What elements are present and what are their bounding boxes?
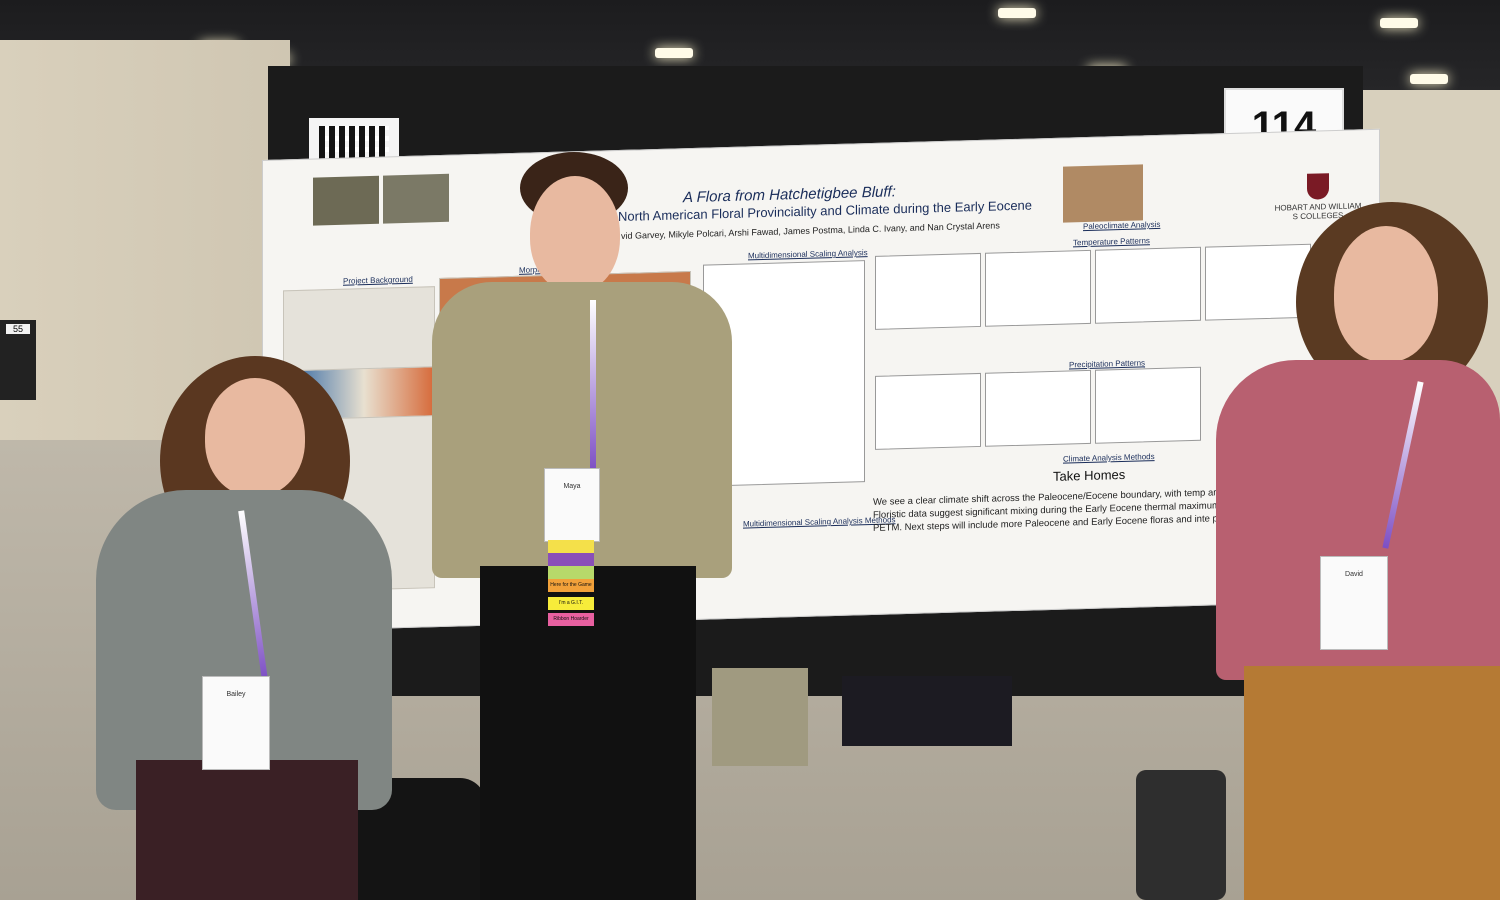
section-heading: Paleoclimate Analysis [1083,219,1161,232]
temperature-map [985,249,1091,327]
badge-ribbon: Ribbon Hoarder [548,613,594,626]
badge-ribbon: I'm a G.I.T. [548,597,594,610]
background-person-skirt [842,676,1012,746]
section-heading: Climate Analysis Methods [1063,452,1155,464]
take-homes-heading: Take Homes [1053,466,1126,484]
section-heading: Project Background [343,274,413,286]
face [530,176,620,292]
ceiling-light [655,48,693,58]
temperature-map [1095,246,1201,324]
section-heading: Temperature Patterns [1073,236,1150,248]
precipitation-map [1095,366,1201,444]
ceiling-light [998,8,1036,18]
badge-name: Bailey [226,691,246,698]
name-badge: Maya [544,468,600,542]
poster-authors: vid Garvey, Mikyle Polcari, Arshi Fawad,… [621,220,1000,241]
aisle-sign: 55 [6,324,30,334]
precipitation-map [875,372,981,450]
badge-name: David [1345,571,1363,578]
badge-ribbon [548,566,594,579]
badge-ribbon: Here for the Game [548,579,594,592]
face [1334,226,1438,362]
badge-ribbon [548,553,594,566]
tan-pants [1244,666,1500,900]
research-poster: A Flora from Hatchetigbee Bluff: North A… [262,128,1380,633]
name-badge: Bailey [202,676,270,770]
background-person-legs [712,668,808,766]
ceiling-light [1380,18,1418,28]
badge-name: Maya [563,483,581,490]
badge-ribbon [548,540,594,553]
pants [136,760,358,900]
aisle-sign-board: 55 [0,320,36,400]
face [205,378,305,496]
shield-icon [1307,173,1329,200]
precipitation-map [985,369,1091,447]
field-photo [313,175,379,226]
lanyard [590,300,596,470]
temperature-map [875,252,981,330]
ceiling-light [1410,74,1448,84]
field-photo [383,173,449,224]
temperature-map [1205,243,1311,321]
chair [1136,770,1226,900]
section-heading: Multidimensional Scaling Analysis [748,248,868,261]
name-badge: David [1320,556,1388,650]
fossil-photo [1063,164,1143,223]
